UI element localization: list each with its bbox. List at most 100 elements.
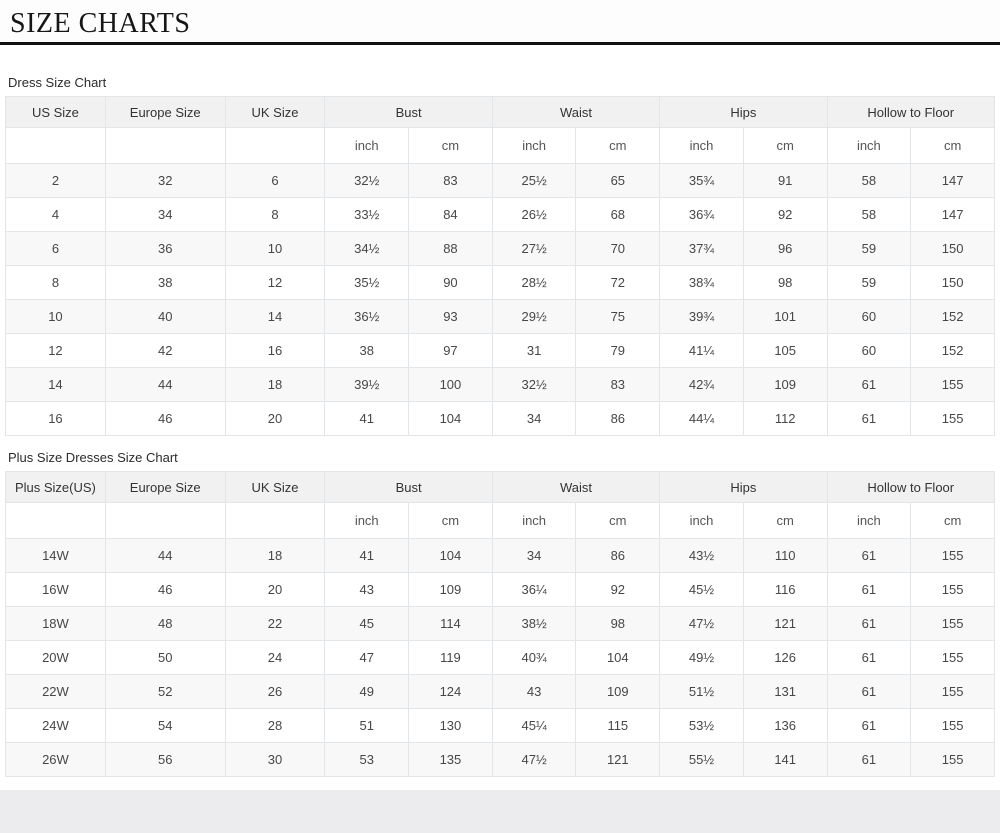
- measure-cell: 54: [104, 708, 226, 743]
- column-header-cell: UK Size: [224, 471, 326, 503]
- unit-header-cell: cm: [575, 502, 661, 539]
- measure-cell: 121: [742, 606, 828, 641]
- measure-cell: 25½: [491, 163, 577, 198]
- measure-cell: 115: [575, 708, 661, 743]
- column-header-cell: Waist: [491, 471, 661, 503]
- measure-cell: 46: [104, 401, 226, 436]
- unit-header-cell: inch: [826, 127, 912, 164]
- size-cell: 22W: [5, 674, 106, 709]
- measure-cell: 46: [104, 572, 226, 607]
- measure-cell: 121: [575, 742, 661, 777]
- measure-cell: 27½: [491, 231, 577, 266]
- measure-cell: 36½: [324, 299, 410, 334]
- measure-cell: 22: [224, 606, 326, 641]
- size-cell: 8: [5, 265, 106, 300]
- column-header-cell: US Size: [5, 96, 106, 128]
- measure-cell: 34: [104, 197, 226, 232]
- measure-cell: 92: [742, 197, 828, 232]
- measure-cell: 49½: [659, 640, 744, 675]
- unit-header-cell: cm: [742, 502, 828, 539]
- measure-cell: 32½: [491, 367, 577, 402]
- measure-cell: 36: [104, 231, 226, 266]
- size-cell: 14W: [5, 538, 106, 573]
- measure-cell: 53: [324, 742, 410, 777]
- measure-cell: 45½: [659, 572, 744, 607]
- measure-cell: 150: [910, 265, 995, 300]
- measure-cell: 28½: [491, 265, 577, 300]
- measure-cell: 92: [575, 572, 661, 607]
- unit-header-cell: inch: [659, 127, 744, 164]
- table-row: 16W 46 20 43 109 36¼ 92 45½ 116 61 155: [5, 572, 995, 607]
- measure-cell: 155: [910, 742, 995, 777]
- column-header-cell: Bust: [324, 96, 493, 128]
- measure-cell: 61: [826, 674, 912, 709]
- measure-cell: 51: [324, 708, 410, 743]
- measure-cell: 141: [742, 742, 828, 777]
- measure-cell: 32½: [324, 163, 410, 198]
- measure-cell: 109: [742, 367, 828, 402]
- measure-cell: 116: [742, 572, 828, 607]
- measure-cell: 155: [910, 367, 995, 402]
- column-header-cell: Hips: [659, 96, 828, 128]
- unit-header-cell: inch: [491, 502, 577, 539]
- measure-cell: 59: [826, 231, 912, 266]
- unit-header-cell: cm: [910, 127, 995, 164]
- measure-cell: 61: [826, 742, 912, 777]
- measure-cell: 43: [324, 572, 410, 607]
- measure-cell: 31: [491, 333, 577, 368]
- measure-cell: 14: [224, 299, 326, 334]
- measure-cell: 100: [408, 367, 493, 402]
- measure-cell: 38½: [491, 606, 577, 641]
- page-title: SIZE CHARTS: [10, 8, 191, 39]
- measure-cell: 83: [575, 367, 661, 402]
- measure-cell: 131: [742, 674, 828, 709]
- measure-cell: 52: [104, 674, 226, 709]
- measure-cell: 38¾: [659, 265, 744, 300]
- measure-cell: 155: [910, 708, 995, 743]
- measure-cell: 34: [491, 538, 577, 573]
- measure-cell: 65: [575, 163, 661, 198]
- empty-header-cell: [5, 127, 106, 164]
- measure-cell: 61: [826, 367, 912, 402]
- table-row: 16 46 20 41 104 34 86 44¼ 112 61 155: [5, 401, 995, 436]
- measure-cell: 42¾: [659, 367, 744, 402]
- measure-cell: 39½: [324, 367, 410, 402]
- measure-cell: 50: [104, 640, 226, 675]
- measure-cell: 45¼: [491, 708, 577, 743]
- column-header-cell: Waist: [491, 96, 661, 128]
- measure-cell: 56: [104, 742, 226, 777]
- measure-cell: 152: [910, 333, 995, 368]
- unit-header-cell: inch: [324, 127, 410, 164]
- table-row: 22W 52 26 49 124 43 109 51½ 131 61 155: [5, 674, 995, 709]
- measure-cell: 88: [408, 231, 493, 266]
- table-row: 14 44 18 39½ 100 32½ 83 42¾ 109 61 155: [5, 367, 995, 402]
- table-row: 10 40 14 36½ 93 29½ 75 39¾ 101 60 152: [5, 299, 995, 334]
- size-cell: 26W: [5, 742, 106, 777]
- measure-cell: 49: [324, 674, 410, 709]
- measure-cell: 155: [910, 640, 995, 675]
- unit-header-cell: cm: [408, 127, 493, 164]
- measure-cell: 44: [104, 538, 226, 573]
- measure-cell: 12: [224, 265, 326, 300]
- measure-cell: 45: [324, 606, 410, 641]
- size-cell: 12: [5, 333, 106, 368]
- measure-cell: 101: [742, 299, 828, 334]
- unit-header-cell: cm: [408, 502, 493, 539]
- column-header-row: Plus Size(US) Europe Size UK Size Bust Waist…: [5, 471, 996, 503]
- measure-cell: 59: [826, 265, 912, 300]
- measure-cell: 32: [104, 163, 226, 198]
- measure-cell: 119: [408, 640, 493, 675]
- measure-cell: 155: [910, 674, 995, 709]
- measure-cell: 41: [324, 401, 410, 436]
- measure-cell: 136: [742, 708, 828, 743]
- measure-cell: 105: [742, 333, 828, 368]
- measure-cell: 147: [910, 163, 995, 198]
- measure-cell: 79: [575, 333, 661, 368]
- content-area: Dress Size Chart US Size Europe Size UK Si…: [0, 75, 1000, 777]
- measure-cell: 112: [742, 401, 828, 436]
- measure-cell: 60: [826, 299, 912, 334]
- measure-cell: 33½: [324, 197, 410, 232]
- measure-cell: 90: [408, 265, 493, 300]
- measure-cell: 104: [408, 401, 493, 436]
